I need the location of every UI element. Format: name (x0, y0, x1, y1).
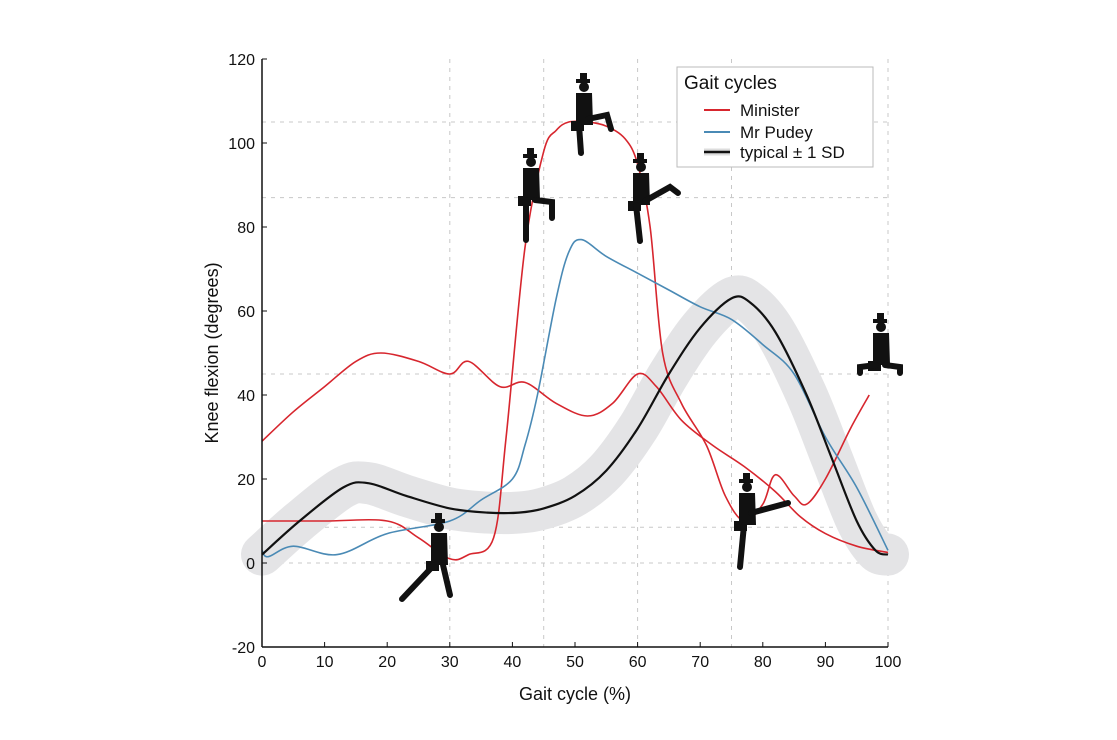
y-tick-label: 120 (228, 52, 255, 69)
silly-walk-figure (857, 313, 903, 376)
y-tick-label: 40 (237, 388, 255, 405)
y-tick-label: -20 (232, 640, 255, 657)
series-line-typical-sd-3 (261, 295, 889, 556)
legend-title: Gait cycles (684, 73, 777, 94)
series-line-minister-1 (261, 120, 870, 561)
silly-walk-figure (518, 148, 555, 243)
legend: Gait cycles Minister Mr Pudey typical ± … (676, 66, 874, 168)
legend-entry-pudey: Mr Pudey (740, 123, 813, 142)
x-axis-label: Gait cycle (%) (519, 684, 631, 704)
x-tick-label: 60 (629, 654, 647, 671)
legend-entry-minister: Minister (740, 101, 800, 120)
x-tick-label: 100 (875, 654, 902, 671)
series-lines (261, 120, 889, 561)
x-tick-label: 30 (441, 654, 459, 671)
y-tick-label: 60 (237, 304, 255, 321)
legend-entry-typical: typical ± 1 SD (740, 143, 845, 162)
x-tick-label: 0 (258, 654, 267, 671)
x-tick-label: 50 (566, 654, 584, 671)
silly-walk-figure (399, 513, 453, 602)
silly-walk-figure (628, 153, 681, 244)
figures (399, 73, 903, 602)
sd-band (241, 275, 909, 576)
x-tick-label: 80 (754, 654, 772, 671)
x-tick-label: 90 (817, 654, 835, 671)
series-line-minister-0 (261, 352, 889, 554)
y-tick-label: 20 (237, 472, 255, 489)
x-tick-label: 10 (316, 654, 334, 671)
silly-walk-figure (571, 73, 614, 156)
y-tick-label: 100 (228, 136, 255, 153)
x-tick-label: 20 (378, 654, 396, 671)
x-tick-label: 40 (504, 654, 522, 671)
y-tick-label: 0 (246, 556, 255, 573)
y-tick-label: 80 (237, 220, 255, 237)
sd-band-area (241, 275, 909, 576)
y-axis-label: Knee flexion (degrees) (202, 262, 222, 443)
silly-walk-figure (734, 473, 791, 570)
series-line-mr-pudey-2 (261, 238, 889, 558)
x-tick-label: 70 (691, 654, 709, 671)
